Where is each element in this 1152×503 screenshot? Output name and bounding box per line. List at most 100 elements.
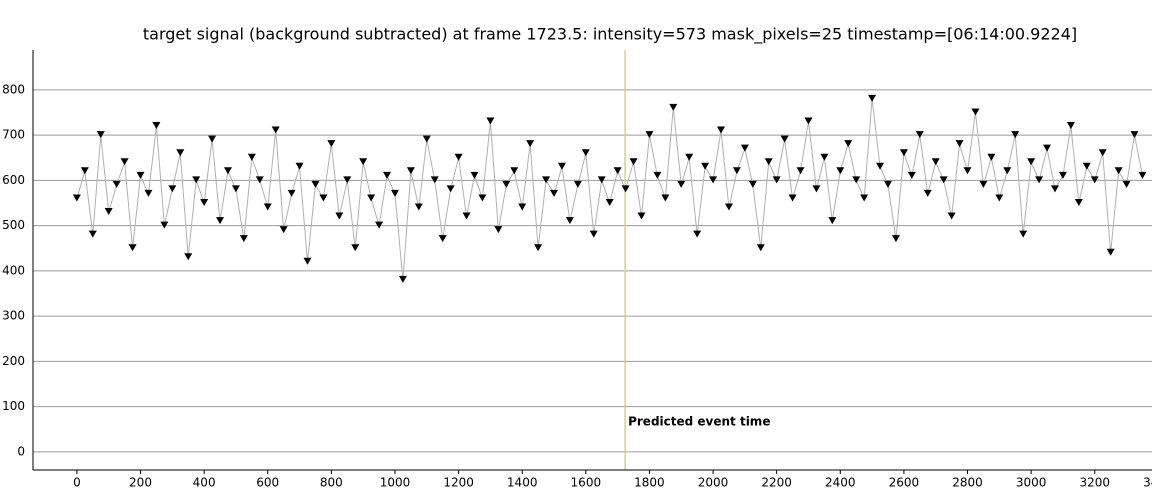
x-tick-label: 600 [256, 476, 279, 490]
marker [629, 158, 638, 166]
marker [478, 194, 487, 202]
marker [1130, 131, 1139, 139]
y-tick-label: 200 [2, 354, 25, 368]
marker [939, 176, 948, 184]
marker [1082, 162, 1091, 170]
marker [685, 153, 694, 161]
marker [796, 167, 805, 175]
marker [255, 176, 264, 184]
x-tick-label: 1400 [507, 476, 538, 490]
marker [534, 244, 543, 252]
marker [462, 212, 471, 220]
marker [907, 171, 916, 179]
x-tick-label: 1600 [571, 476, 602, 490]
marker [844, 140, 853, 148]
y-tick-label: 600 [2, 173, 25, 187]
marker [677, 180, 686, 188]
marker [486, 117, 495, 125]
marker [494, 226, 503, 234]
marker [589, 230, 598, 238]
x-tick-label: 2800 [952, 476, 983, 490]
marker [645, 131, 654, 139]
marker [454, 153, 463, 161]
marker [279, 226, 288, 234]
marker [891, 235, 900, 243]
y-tick-label: 800 [2, 82, 25, 96]
x-tick-label: 0 [73, 476, 81, 490]
marker [335, 212, 344, 220]
marker [1138, 171, 1147, 179]
marker [1058, 171, 1067, 179]
x-tick-label: 2600 [889, 476, 920, 490]
marker [701, 162, 710, 170]
x-tick-label: 800 [320, 476, 343, 490]
marker [303, 257, 312, 265]
marker [518, 203, 527, 211]
marker [772, 176, 781, 184]
marker [756, 244, 765, 252]
y-tick-label: 700 [2, 128, 25, 142]
marker [1027, 158, 1036, 166]
marker [963, 167, 972, 175]
marker [383, 171, 392, 179]
marker [740, 144, 749, 152]
x-tick-label: 200 [129, 476, 152, 490]
marker [915, 131, 924, 139]
marker [192, 176, 201, 184]
marker [876, 162, 885, 170]
marker [605, 198, 614, 206]
y-tick-label: 100 [2, 399, 25, 413]
marker [1003, 167, 1012, 175]
x-tick-label: 3200 [1079, 476, 1110, 490]
marker [828, 217, 837, 225]
marker [231, 185, 240, 193]
marker [1122, 180, 1131, 188]
marker [724, 203, 733, 211]
marker [732, 167, 741, 175]
marker [406, 167, 415, 175]
marker [414, 203, 423, 211]
marker [550, 189, 559, 197]
marker [184, 253, 193, 261]
marker [136, 171, 145, 179]
marker [764, 158, 773, 166]
marker [1019, 230, 1028, 238]
x-tick-label: 2400 [825, 476, 856, 490]
marker [557, 162, 566, 170]
marker [1066, 122, 1075, 130]
x-tick-label: 2200 [761, 476, 792, 490]
marker [144, 189, 153, 197]
marker [573, 180, 582, 188]
marker [128, 244, 137, 252]
marker [1043, 144, 1052, 152]
marker [788, 194, 797, 202]
marker [104, 208, 113, 216]
y-tick-label: 500 [2, 218, 25, 232]
x-tick-label: 1200 [443, 476, 474, 490]
marker [860, 194, 869, 202]
marker [661, 194, 670, 202]
marker [971, 108, 980, 116]
chart-title: target signal (background subtracted) at… [143, 25, 1077, 45]
marker [1050, 185, 1059, 193]
marker [979, 180, 988, 188]
marker [820, 153, 829, 161]
marker [597, 176, 606, 184]
marker [899, 149, 908, 157]
marker [160, 221, 169, 229]
x-tick-label: 400 [193, 476, 216, 490]
marker [239, 235, 248, 243]
marker [200, 198, 209, 206]
marker [709, 176, 718, 184]
marker [375, 221, 384, 229]
x-tick-label: 2000 [698, 476, 729, 490]
marker [804, 117, 813, 125]
marker [621, 185, 630, 193]
y-tick-label: 300 [2, 309, 25, 323]
marker [868, 94, 877, 102]
marker [510, 167, 519, 175]
marker [637, 212, 646, 220]
marker [287, 189, 296, 197]
marker [780, 135, 789, 143]
marker [923, 189, 932, 197]
